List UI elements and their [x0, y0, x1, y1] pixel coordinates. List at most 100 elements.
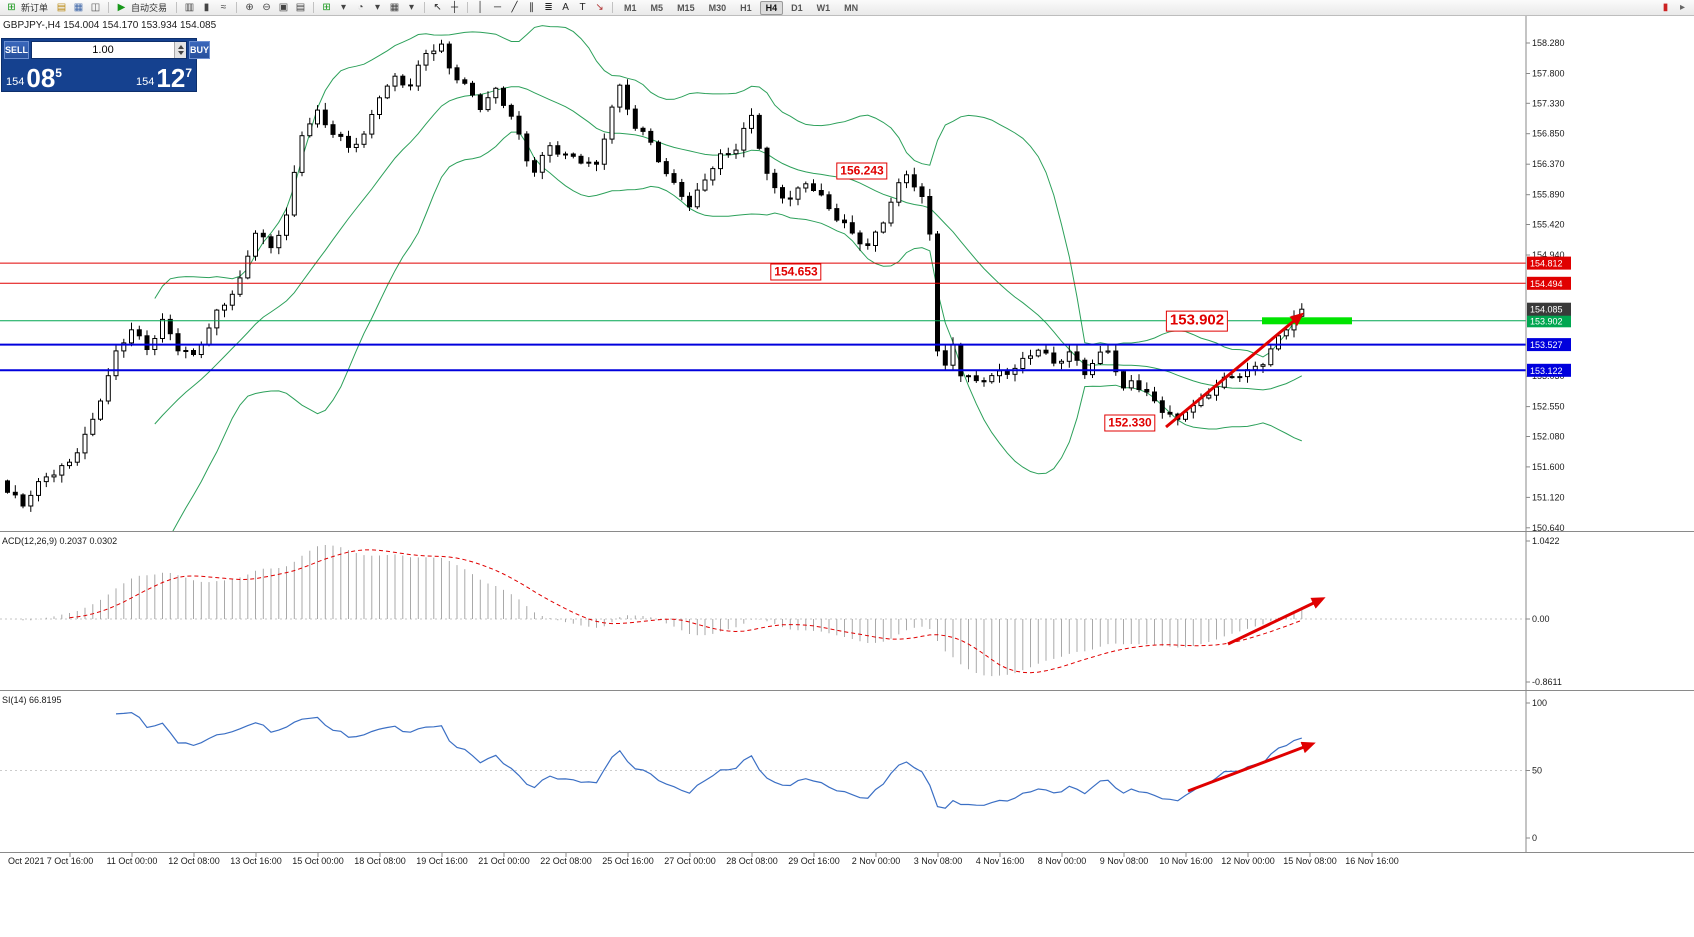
period-button-d1[interactable]: D1: [791, 2, 803, 13]
x-axis-label: 21 Oct 00:00: [478, 856, 530, 866]
volume-input[interactable]: [32, 42, 175, 58]
trade-panel-controls: SELL BUY: [4, 41, 211, 59]
main-chart-pane: [0, 25, 1526, 531]
x-axis-label: 4 Nov 16:00: [976, 856, 1025, 866]
x-axis-label: 13 Oct 16:00: [230, 856, 282, 866]
toolbar-separator: [176, 2, 178, 13]
volume-field: [31, 41, 188, 59]
y-axis-label: 152.080: [1532, 431, 1565, 441]
y-axis-label: 157.330: [1532, 98, 1565, 108]
bar-chart-icon[interactable]: ▥: [184, 1, 195, 13]
alerts-icon[interactable]: ▮: [1662, 1, 1669, 13]
x-axis-label: 15 Nov 08:00: [1283, 856, 1337, 866]
axis-price-flag: 153.902: [1527, 314, 1571, 328]
x-axis-label: 3 Nov 08:00: [914, 856, 963, 866]
x-axis-label: 2 Nov 00:00: [852, 856, 901, 866]
volume-increase-icon[interactable]: [177, 45, 184, 49]
toolbar-separator: [236, 2, 238, 13]
line-chart-icon[interactable]: ≈: [220, 1, 227, 13]
rsi-indicator-label: SI(14) 66.8195: [2, 695, 62, 705]
toolbar-separator: [108, 2, 110, 13]
toolbar-separator: [424, 2, 426, 13]
macd-indicator-label: ACD(12,26,9) 0.2037 0.0302: [2, 536, 118, 546]
new-order-label[interactable]: 新订单: [21, 3, 49, 13]
timeframe-dropdown-icon[interactable]: ▾: [375, 1, 381, 13]
buy-button[interactable]: BUY: [189, 41, 211, 59]
new-order-icon[interactable]: ⊞: [7, 1, 16, 13]
x-axis-label: 8 Nov 00:00: [1038, 856, 1087, 866]
axis-price-flag: 154.812: [1527, 256, 1571, 270]
x-axis-label: 25 Oct 16:00: [602, 856, 654, 866]
fibonacci-icon[interactable]: ≣: [544, 1, 553, 13]
auto-arrange-icon[interactable]: ▤: [295, 1, 306, 13]
y-axis-label: 152.550: [1532, 402, 1565, 412]
period-button-w1[interactable]: W1: [816, 2, 831, 13]
toolbar-separator: [467, 2, 469, 13]
cursor-icon[interactable]: ↖: [433, 1, 442, 13]
y-axis-label: 151.600: [1532, 462, 1565, 472]
toolbar-overflow-icon[interactable]: ▸: [1679, 1, 1686, 13]
rsi-line: [115, 711, 1302, 809]
axis-price-flag: 153.122: [1527, 363, 1571, 377]
svg-text:154.812: 154.812: [1530, 259, 1563, 269]
x-axis-label: 18 Oct 08:00: [354, 856, 406, 866]
trendline-icon[interactable]: ╱: [511, 1, 518, 13]
horizontal-line-icon[interactable]: ─: [493, 1, 502, 13]
vertical-line-icon[interactable]: │: [477, 1, 484, 13]
y-axis-label: 156.370: [1532, 159, 1565, 169]
rsi-axis-label: 0: [1532, 833, 1537, 843]
candlestick-chart-icon[interactable]: ▮: [203, 1, 210, 13]
highlight-segment[interactable]: [1262, 317, 1352, 325]
trend-arrow[interactable]: [1165, 312, 1305, 429]
y-axis-label: 150.640: [1532, 523, 1565, 533]
text-label-icon[interactable]: T: [579, 1, 586, 13]
rsi-pane: [0, 711, 1526, 809]
svg-text:154.085: 154.085: [1530, 305, 1563, 315]
text-icon[interactable]: A: [562, 1, 569, 13]
tile-windows-icon[interactable]: ▣: [278, 1, 289, 13]
period-button-h4[interactable]: H4: [759, 0, 784, 15]
period-button-m1[interactable]: M1: [624, 2, 637, 13]
template-icon[interactable]: ▦: [389, 1, 400, 13]
zoom-in-icon[interactable]: ⊕: [245, 1, 254, 13]
x-axis-label: 15 Oct 00:00: [292, 856, 344, 866]
auto-trading-label[interactable]: 自动交易: [131, 3, 168, 13]
template-dropdown-icon[interactable]: ▾: [409, 1, 415, 13]
rsi-axis-label: 100: [1532, 698, 1547, 708]
trend-arrow[interactable]: [1187, 741, 1316, 793]
candlestick-layer: [5, 39, 1305, 512]
channel-icon[interactable]: ∥: [529, 1, 535, 13]
period-button-m15[interactable]: M15: [677, 2, 695, 13]
zoom-out-icon[interactable]: ⊖: [262, 1, 271, 13]
period-button-h1[interactable]: H1: [740, 2, 752, 13]
macd-signal-line: [69, 549, 1302, 674]
trend-arrow[interactable]: [1227, 597, 1326, 646]
svg-text:153.902: 153.902: [1530, 316, 1563, 326]
add-indicator-icon[interactable]: ⊞: [322, 1, 331, 13]
market-watch-icon[interactable]: ◫: [90, 1, 101, 13]
sell-button[interactable]: SELL: [4, 41, 30, 59]
x-axis-label: 12 Oct 08:00: [168, 856, 220, 866]
arrows-icon[interactable]: ↘: [595, 1, 604, 13]
y-axis-label: 157.800: [1532, 68, 1565, 78]
x-axis-label: 19 Oct 16:00: [416, 856, 468, 866]
top-toolbar: ⊞ 新订单 ▤ ▦ ◫ ▶ 自动交易 ▥ ▮ ≈ ⊕ ⊖ ▣ ▤ ⊞ ▾ ◔ ▾ ▦ ▾ ↖ ┼ │ ─ ╱ ∥ ≣ A T ↘ M1 M5 M…: [0, 0, 1694, 16]
sell-price-display[interactable]: 154 08 5: [6, 65, 99, 91]
x-axis-label: 12 Nov 00:00: [1221, 856, 1275, 866]
period-button-m5[interactable]: M5: [650, 2, 664, 13]
buy-price-display[interactable]: 154 12 7: [99, 65, 192, 91]
auto-trading-icon[interactable]: ▶: [117, 1, 126, 13]
timeframe-clock-icon[interactable]: ◔: [357, 1, 364, 13]
y-axis-label: 156.850: [1532, 129, 1565, 139]
volume-decrease-icon[interactable]: [177, 51, 184, 55]
chart-window-icon[interactable]: ▤: [56, 1, 67, 13]
period-button-m30[interactable]: M30: [708, 2, 727, 13]
crosshair-icon[interactable]: ┼: [450, 1, 459, 13]
indicator-dropdown-icon[interactable]: ▾: [341, 1, 347, 13]
macd-axis-label: 0.00: [1532, 614, 1550, 624]
profiles-icon[interactable]: ▦: [73, 1, 84, 13]
period-button-mn[interactable]: MN: [844, 2, 859, 13]
